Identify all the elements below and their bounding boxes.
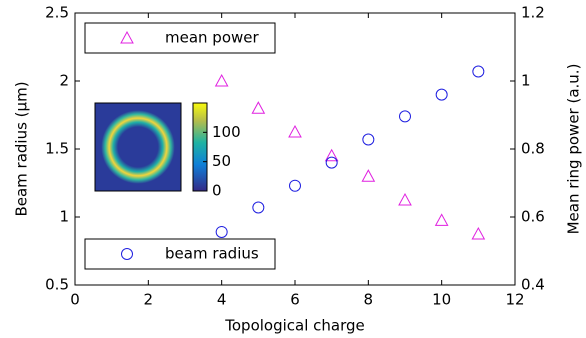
x-tick-label: 2 xyxy=(144,291,154,309)
x-tick-label: 6 xyxy=(290,291,300,309)
inset-ring xyxy=(98,107,178,187)
chart: Topological charge Beam radius (µm) Mean… xyxy=(0,0,586,338)
y2-axis-label: Mean ring power (a.u.) xyxy=(565,64,583,235)
x-tick-label: 10 xyxy=(432,291,451,309)
y-tick-label: 1 xyxy=(59,208,69,226)
colorbar xyxy=(193,103,207,191)
colorbar-tick-label: 0 xyxy=(212,182,222,200)
y-tick-label: 0.5 xyxy=(45,276,69,294)
y2-tick-label: 1.2 xyxy=(521,4,545,22)
y-tick-label: 2 xyxy=(59,72,69,90)
y2-tick-label: 0.8 xyxy=(521,140,545,158)
y2-tick-label: 1 xyxy=(521,72,531,90)
legend-label: beam radius xyxy=(165,245,259,263)
y-axis-label: Beam radius (µm) xyxy=(13,81,31,216)
y-tick-label: 1.5 xyxy=(45,140,69,158)
y-tick-label: 2.5 xyxy=(45,4,69,22)
x-axis-label: Topological charge xyxy=(224,317,365,335)
colorbar-tick-label: 50 xyxy=(212,152,231,170)
legend-label: mean power xyxy=(165,29,260,47)
x-tick-label: 4 xyxy=(217,291,227,309)
y2-tick-label: 0.4 xyxy=(521,276,545,294)
y2-tick-label: 0.6 xyxy=(521,208,545,226)
x-tick-label: 0 xyxy=(70,291,80,309)
x-tick-label: 8 xyxy=(364,291,374,309)
colorbar-tick-label: 100 xyxy=(212,123,241,141)
